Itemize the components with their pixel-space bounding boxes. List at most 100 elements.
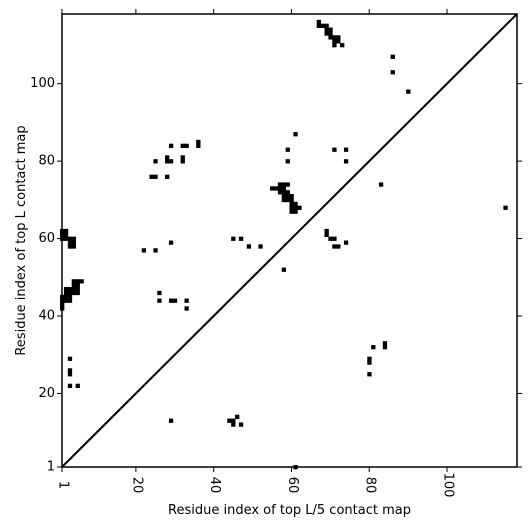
contact-cell — [71, 290, 77, 296]
contact-cell — [378, 182, 384, 187]
contact-cell — [289, 201, 294, 207]
y-tick-label: 20 — [38, 386, 55, 401]
contact-cell — [75, 286, 80, 292]
contact-cell — [71, 283, 77, 288]
contact-cell — [328, 236, 333, 241]
contact-cell — [67, 286, 73, 292]
contact-cell — [231, 418, 236, 423]
contact-cell — [75, 383, 80, 389]
contact-cell — [63, 290, 69, 296]
contact-cell — [336, 39, 341, 44]
contact-cell — [367, 372, 372, 377]
contact-cell — [340, 43, 345, 48]
contact-cell — [343, 147, 349, 152]
contact-cell — [324, 232, 329, 238]
y-axis-title: Residue index of top L contact map — [14, 125, 29, 355]
contact-cell — [67, 383, 73, 389]
contact-cell — [289, 209, 294, 214]
x-axis-title: Residue index of top L/5 contact map — [168, 503, 411, 518]
contact-cell — [67, 372, 73, 377]
contact-cell — [324, 31, 329, 36]
contact-cell — [153, 174, 158, 179]
contact-cell — [67, 236, 73, 241]
contact-cell — [157, 298, 162, 303]
contact-cell — [297, 205, 302, 210]
contact-cell — [332, 43, 337, 48]
contact-cell — [63, 298, 69, 303]
contact-cell — [231, 422, 236, 427]
contact-cell — [281, 182, 287, 187]
x-tick-label: 1 — [56, 481, 71, 489]
contact-cell — [165, 155, 170, 160]
contact-cell — [285, 194, 290, 199]
contact-cell — [332, 39, 337, 44]
y-tick-label: 60 — [38, 231, 55, 246]
contact-cell — [63, 286, 69, 292]
contact-cell — [289, 194, 294, 199]
contact-cell — [75, 290, 80, 296]
contact-cell — [63, 236, 69, 241]
contact-cell — [324, 23, 329, 28]
contact-cell — [227, 418, 232, 423]
y-tick-label: 1 — [47, 460, 55, 475]
y-tick-label: 40 — [38, 309, 55, 324]
contact-cell — [180, 143, 185, 148]
contact-cell — [367, 360, 372, 365]
contact-cell — [328, 27, 333, 32]
contact-cell — [141, 248, 147, 253]
contact-cell — [382, 345, 388, 350]
contact-cell — [289, 197, 294, 203]
contact-cell — [168, 298, 174, 303]
contact-cell — [324, 228, 329, 234]
contact-cell — [293, 201, 298, 207]
contact-cell — [332, 244, 337, 249]
contact-cell — [289, 205, 294, 210]
contact-cell — [79, 279, 84, 284]
contact-cell — [168, 418, 174, 423]
contact-cell — [293, 209, 298, 214]
contact-cell — [273, 186, 279, 191]
contact-cell — [293, 205, 298, 210]
contact-cell — [67, 298, 73, 303]
contact-cell — [149, 174, 154, 179]
contact-cell — [63, 228, 69, 234]
y-axis-ticks: 1 20 40 60 80 100 — [30, 76, 522, 475]
contact-cell — [336, 244, 341, 249]
contact-cell — [293, 132, 298, 137]
contact-cell — [196, 143, 201, 148]
contact-cell — [71, 279, 77, 284]
contact-cell — [238, 422, 244, 427]
contact-cell — [184, 298, 189, 303]
contact-cell — [196, 139, 201, 145]
contact-cell — [168, 240, 174, 245]
contact-cell — [63, 232, 69, 238]
contact-cell — [67, 294, 73, 299]
contact-cell — [316, 23, 322, 28]
contact-cell — [168, 159, 174, 164]
contact-cell — [316, 19, 322, 25]
contact-cell — [75, 283, 80, 288]
contact-cell — [71, 244, 77, 249]
contact-cell — [67, 244, 73, 249]
contact-cell — [67, 368, 73, 373]
contact-cell — [165, 159, 170, 164]
x-tick-label: 60 — [285, 477, 300, 494]
contact-cell — [281, 197, 287, 203]
contact-cell — [390, 70, 395, 75]
contact-cell — [382, 341, 388, 346]
x-axis-ticks: 1 20 40 60 80 100 — [56, 9, 456, 497]
contact-cell — [153, 159, 158, 164]
x-tick-label: 80 — [363, 477, 378, 494]
contact-cell — [270, 186, 275, 191]
contact-cell — [235, 414, 240, 420]
contact-cell — [281, 267, 287, 272]
contact-cell — [63, 294, 69, 299]
contact-cell — [67, 240, 73, 245]
contact-cell — [67, 356, 73, 361]
x-tick-label: 100 — [441, 473, 456, 498]
contact-cell — [336, 35, 341, 40]
x-tick-label: 20 — [129, 477, 144, 494]
contact-cell — [184, 306, 189, 311]
y-tick-label: 100 — [30, 76, 55, 91]
